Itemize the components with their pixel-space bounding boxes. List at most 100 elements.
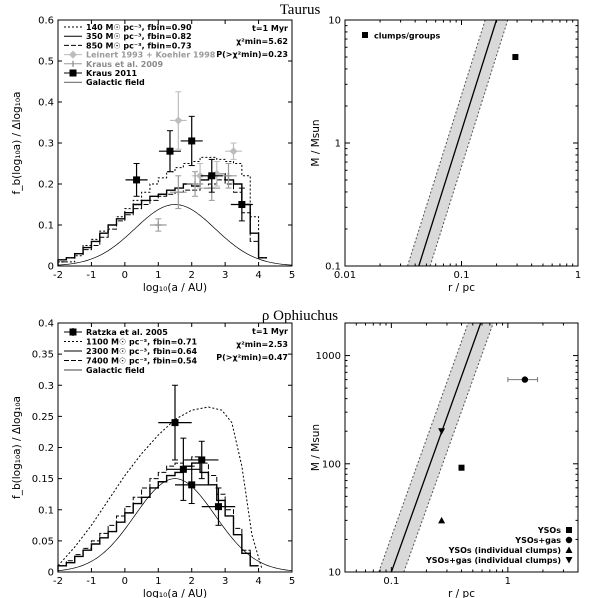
taurus-xtick-label: 5 [289, 270, 295, 281]
taurus-legend-entry: Galactic field [86, 78, 145, 87]
oph-mr-ytick-label: 10 [328, 568, 341, 579]
taurus-mr-band [407, 20, 509, 266]
oph-annotation: P(>χ²min)=0.47 [216, 353, 288, 362]
oph-mr-band-edge-left [378, 323, 469, 572]
panel-taurus-separation: -2 -1 0 1 2 3 4 5 0 0.1 0.2 0.3 0.4 0.5 0.6 log₁₀(a / A… [11, 16, 295, 295]
oph-series-2300 [57, 462, 259, 572]
oph-mr-ylabel: M / Msun [310, 424, 322, 471]
taurus-mr-band-center-line [418, 20, 498, 266]
oph-legend-entry: Ratzka et al. 2005 [86, 328, 168, 337]
taurus-annotation: χ²min=5.62 [236, 37, 288, 46]
taurus-xlabel: log₁₀(a / AU) [143, 282, 207, 294]
taurus-mr-xtick-label: 0.1 [454, 270, 470, 281]
oph-xlabel: log₁₀(a / AU) [143, 588, 207, 598]
taurus-kraus2011-point-marker [238, 201, 246, 208]
taurus-galactic-field-line [57, 204, 293, 266]
taurus-xtick-label: 3 [222, 270, 228, 281]
taurus-xtick-label: 4 [255, 270, 261, 281]
oph-ratzka-point-marker [198, 456, 206, 464]
oph-mr-point-circle [521, 376, 529, 383]
taurus-legend-entry: 140 M☉ pc⁻³, fbin=0.90 [86, 23, 192, 32]
title-taurus: Taurus [280, 2, 321, 18]
oph-mr-legend-entry: YSOs+gas [514, 536, 561, 545]
taurus-legend-entry: 850 M☉ pc⁻³, fbin=0.73 [86, 41, 192, 50]
oph-ytick-label: 0.15 [32, 474, 54, 485]
taurus-legend-entry: Kraus et al. 2009 [86, 60, 163, 69]
oph-mr-band-edge-right [403, 323, 494, 572]
oph-mr-frame [344, 322, 579, 573]
oph-legend-entry: 2300 M☉ pc⁻³, fbin=0.64 [86, 347, 198, 356]
oph-xtick-label: 4 [255, 576, 261, 587]
oph-ytick-label: 0.2 [38, 443, 54, 454]
taurus-series-350 [57, 173, 267, 266]
taurus-series-850 [57, 179, 267, 266]
oph-xtick-label: 3 [222, 576, 228, 587]
panel-ophiuchus-separation: -2 -1 0 1 2 3 4 5 0 0.05 0.1 0.15 0.2 0.25 0.3 0.35 0.4 l… [11, 319, 295, 598]
taurus-mr-xtick-label: 0.01 [334, 270, 356, 281]
oph-mr-xlabel: r / pc [448, 588, 475, 598]
taurus-ytick-label: 0.6 [38, 16, 54, 27]
taurus-annotation: P(>χ²min)=0.23 [216, 50, 288, 59]
taurus-mr-ytick-label: 10 [328, 16, 341, 27]
taurus-ytick-label: 0.4 [38, 98, 54, 109]
oph-ytick-label: 0.05 [32, 536, 54, 547]
oph-ytick-label: 0.1 [38, 505, 54, 516]
taurus-mr-ytick-label: 0.1 [325, 262, 341, 273]
taurus-kraus2011-point-marker [188, 137, 196, 145]
oph-mr-legend-marker [565, 546, 573, 553]
oph-legend-entry: 7400 M☉ pc⁻³, fbin=0.54 [86, 357, 198, 366]
oph-ytick-label: 0.25 [32, 412, 54, 423]
taurus-mr-frame [344, 19, 579, 267]
taurus-mr-band-edge-left [407, 20, 486, 266]
oph-ratzka-point-marker [188, 481, 196, 489]
oph-mr-point-triangle-down [438, 428, 446, 435]
title-ophiuchus: ρ Ophiuchus [262, 308, 338, 324]
oph-mr-ytick-label: 1000 [316, 351, 341, 362]
oph-series-1100 [57, 406, 263, 570]
taurus-ylabel: f_b(log₁₀a) / Δlog₁₀a [11, 92, 23, 195]
oph-legend-entry: 1100 M☉ pc⁻³, fbin=0.71 [86, 338, 198, 347]
taurus-mr-band-edge-right [429, 20, 509, 266]
taurus-kraus2011-point-marker [208, 172, 216, 180]
oph-series-7400 [57, 456, 259, 572]
taurus-ytick-label: 0.1 [38, 221, 54, 232]
oph-xtick-label: 1 [155, 576, 161, 587]
taurus-legend-marker [69, 69, 77, 77]
taurus-leinert-point-marker [229, 147, 238, 156]
taurus-ytick-label: 0.5 [38, 57, 54, 68]
oph-mr-xtick-label: 1 [505, 576, 511, 587]
taurus-mr-ylabel: M / Msun [310, 119, 322, 166]
oph-mr-xtick-label: 0.1 [383, 576, 399, 587]
oph-annotation: χ²min=2.53 [236, 340, 288, 349]
taurus-mr-xlabel: r / pc [448, 282, 475, 294]
taurus-legend-entry: Leinert 1993 + Koehler 1998 [86, 51, 216, 60]
oph-xtick-label: 5 [289, 576, 295, 587]
oph-mr-band [378, 323, 494, 572]
oph-ratzka-point-marker [214, 503, 222, 511]
oph-mr-point-triangle [438, 516, 446, 524]
oph-xtick-label: 2 [189, 576, 195, 587]
taurus-legend-entry: 350 M☉ pc⁻³, fbin=0.82 [86, 32, 192, 41]
oph-ytick-label: 0.4 [38, 319, 54, 330]
taurus-xtick-label: -1 [86, 270, 96, 281]
oph-ylabel: f_b(log₁₀a) / Δlog₁₀a [11, 396, 23, 499]
taurus-mr-ytick-label: 1 [335, 139, 341, 150]
taurus-legend-entry: Kraus 2011 [86, 69, 137, 78]
oph-mr-legend-marker [565, 536, 573, 544]
oph-ratzka-point-marker [171, 419, 179, 427]
oph-xtick-label: -1 [86, 576, 96, 587]
taurus-annotation: t=1 Myr [252, 24, 288, 33]
taurus-leinert-point-marker [196, 171, 205, 180]
oph-galactic-field-line [57, 478, 293, 572]
oph-xtick-label: -2 [53, 576, 63, 587]
taurus-ytick-label: 0.2 [38, 180, 54, 191]
oph-ratzka-point-marker [179, 465, 187, 473]
oph-mr-point-square [458, 464, 465, 471]
taurus-mr-xtick-label: 1 [575, 270, 581, 281]
taurus-xtick-label: 1 [155, 270, 161, 281]
oph-mr-legend-entry: YSOs [537, 526, 561, 535]
taurus-mr-clump-point [512, 54, 519, 61]
